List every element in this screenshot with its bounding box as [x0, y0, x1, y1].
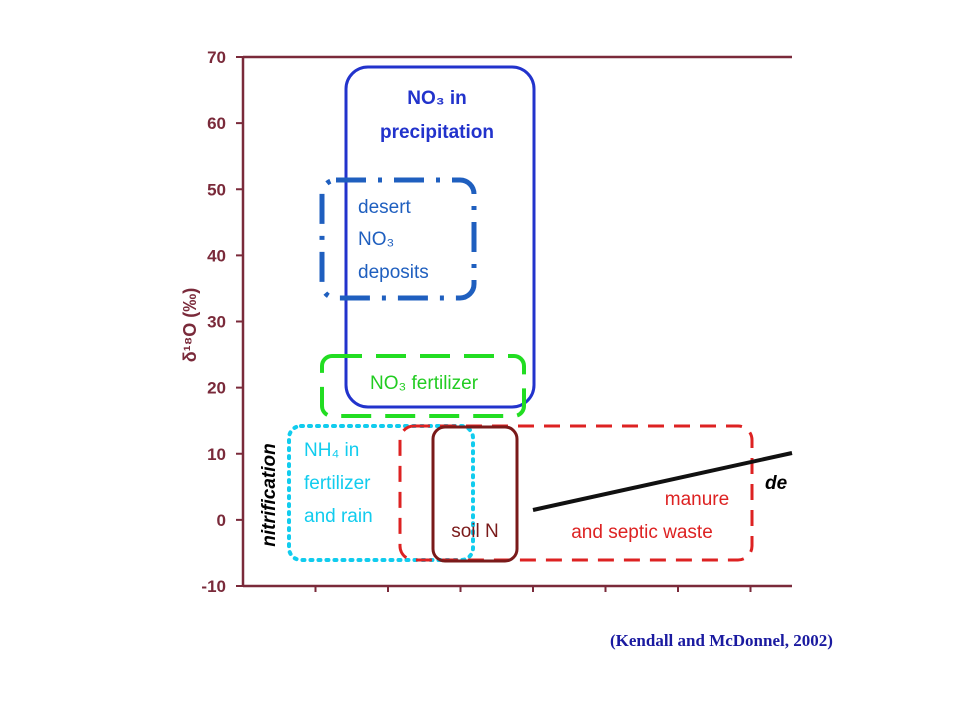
y-tick-label: 40 [207, 246, 226, 265]
label-manure: manure and septic waste [571, 489, 729, 543]
y-tick-label: 0 [217, 511, 226, 530]
y-tick-label: 30 [207, 313, 226, 332]
y-axis-title: δ¹⁸O (‰) [180, 288, 200, 362]
label-nh4-fertilizer-line3: and rain [304, 506, 373, 527]
label-precipitation: NO₃ in precipitation [380, 88, 494, 143]
y-tick-label: 70 [207, 48, 226, 67]
denitrification-label: de [765, 473, 788, 494]
citation: (Kendall and McDonnel, 2002) [610, 631, 833, 650]
label-precipitation-line1: NO₃ in [407, 88, 466, 109]
label-soil-n-line1: soil N [451, 521, 499, 542]
y-tick-label: 60 [207, 114, 226, 133]
region-box-nh4-fertilizer [287, 424, 475, 562]
label-soil-n: soil N [451, 521, 499, 542]
y-tick-label: 10 [207, 445, 226, 464]
nitrification-label: nitrification [259, 443, 280, 546]
label-manure-line2: and septic waste [571, 522, 713, 543]
region-box-precipitation [344, 65, 536, 409]
label-nh4-fertilizer-line2: fertilizer [304, 473, 371, 494]
denitrification-line [532, 451, 793, 512]
region-box-manure [398, 424, 754, 562]
label-nh4-fertilizer-line1: NH₄ in [304, 440, 359, 461]
y-tick-label: 50 [207, 180, 226, 199]
label-no3-fertilizer-line1: NO₃ fertilizer [370, 373, 479, 394]
label-no3-fertilizer: NO₃ fertilizer [370, 373, 479, 394]
label-desert: desert NO₃ deposits [358, 197, 429, 283]
region-box-no3-fertilizer [320, 354, 526, 418]
y-tick-label: 20 [207, 379, 226, 398]
label-nh4-fertilizer: NH₄ in fertilizer and rain [304, 440, 373, 527]
label-precipitation-line2: precipitation [380, 122, 494, 143]
label-desert-line1: desert [358, 197, 412, 218]
y-tick-label: -10 [201, 577, 226, 596]
region-box-soil-n [431, 425, 519, 563]
label-manure-line1: manure [665, 489, 729, 510]
region-box-desert [319, 177, 477, 301]
label-desert-line3: deposits [358, 262, 429, 283]
label-desert-line2: NO₃ [358, 229, 394, 250]
